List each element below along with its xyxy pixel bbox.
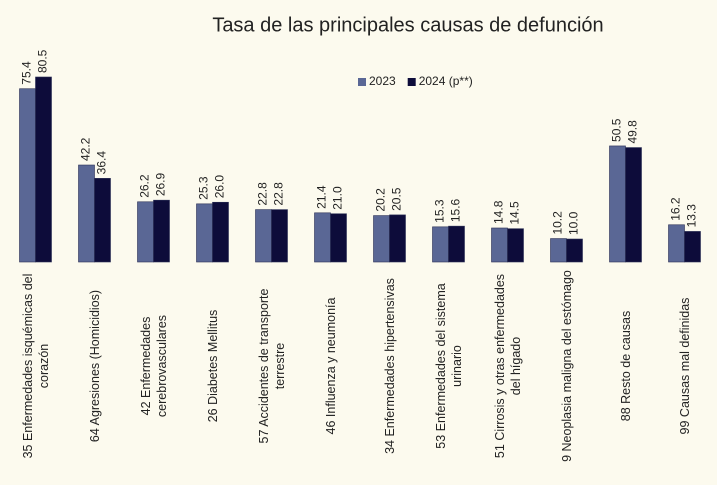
- value-label: 25.3: [197, 176, 211, 200]
- x-tick-label: 42 Enfermedades cerebrovasculares: [138, 314, 169, 418]
- bar: [373, 215, 390, 263]
- value-label: 80.5: [36, 49, 50, 73]
- bar: [153, 199, 170, 263]
- bar: [314, 212, 331, 263]
- value-label: 36.4: [95, 151, 109, 175]
- x-tick-label: 53 Enfermedades del sistema urinario: [433, 283, 464, 449]
- bar: [94, 178, 111, 263]
- x-tick-label: 34 Enfermedades hipertensivas: [382, 278, 397, 454]
- legend-label: 2023: [369, 74, 396, 88]
- value-label: 15.3: [433, 199, 447, 223]
- bar: [609, 145, 626, 263]
- legend-swatch: [407, 78, 416, 86]
- bar: [389, 214, 406, 263]
- value-label: 14.5: [508, 201, 522, 225]
- value-label: 22.8: [272, 182, 286, 206]
- chart-title: Tasa de las principales causas de defunc…: [212, 14, 603, 36]
- value-label: 21.4: [315, 185, 329, 209]
- x-tick-label: 9 Neoplasia maligna del estómago: [559, 270, 574, 462]
- bar: [566, 238, 583, 263]
- value-label: 26.9: [154, 172, 168, 196]
- x-tick-label: 99 Causas mal definidas: [677, 297, 692, 435]
- value-label: 42.2: [79, 137, 93, 161]
- value-label: 26.0: [213, 175, 227, 199]
- value-label: 14.8: [492, 200, 506, 224]
- bar: [448, 225, 465, 263]
- bar: [684, 231, 701, 263]
- value-label: 49.8: [626, 120, 640, 144]
- bar: [19, 88, 36, 263]
- bar: [196, 203, 213, 263]
- bar: [625, 147, 642, 263]
- bar: [137, 201, 154, 263]
- value-label: 75.4: [20, 61, 34, 85]
- value-label: 26.2: [138, 174, 152, 198]
- bar: [550, 238, 567, 263]
- legend-swatch: [358, 78, 366, 86]
- x-tick-label: 26 Diabetes Mellitus: [205, 309, 220, 423]
- bar: [491, 227, 508, 263]
- value-label: 21.0: [331, 186, 345, 210]
- value-label: 15.6: [449, 198, 463, 222]
- bar: [330, 213, 347, 263]
- value-label: 10.0: [567, 211, 581, 235]
- x-tick-label: 46 Influenza y neumonía: [323, 297, 338, 435]
- bar: [271, 209, 288, 263]
- bar: [78, 164, 95, 263]
- value-label: 20.2: [374, 188, 388, 212]
- x-tick-label: 51 Cirrosis y otras enfermedades del híg…: [492, 273, 523, 459]
- x-tick-label: 64 Agresiones (Homicidios): [87, 289, 102, 443]
- bar: [668, 224, 685, 263]
- value-label: 20.5: [390, 187, 404, 211]
- bar: [432, 226, 449, 263]
- value-label: 10.2: [551, 211, 565, 235]
- bar: [255, 209, 272, 263]
- value-label: 50.5: [610, 118, 624, 142]
- bar: [507, 228, 524, 263]
- bar: [212, 201, 229, 263]
- value-label: 16.2: [669, 197, 683, 221]
- x-tick-label: 88 Resto de causas: [618, 310, 633, 422]
- x-tick-label: 57 Accidentes de transporte terrestre: [256, 288, 287, 444]
- value-label: 13.3: [685, 204, 699, 228]
- legend-label: 2024 (p**): [419, 74, 473, 88]
- value-label: 22.8: [256, 182, 270, 206]
- x-tick-label: 35 Enfermedades isquémicas del corazón: [20, 273, 51, 459]
- bar: [35, 76, 52, 263]
